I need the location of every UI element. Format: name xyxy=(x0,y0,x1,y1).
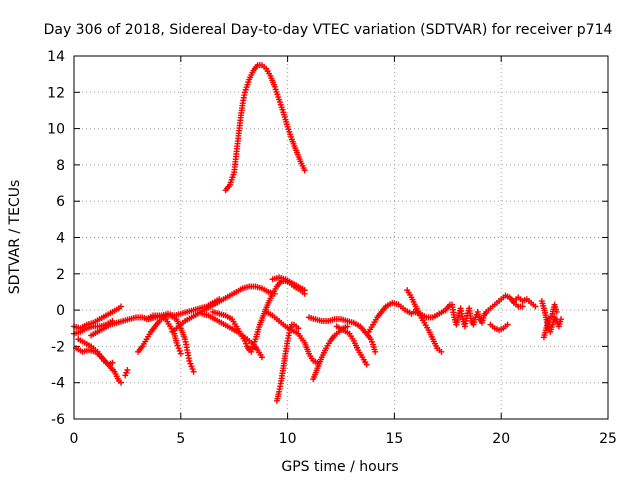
data-point xyxy=(504,321,511,328)
data-point xyxy=(344,323,351,330)
chart-title: Day 306 of 2018, Sidereal Day-to-day VTE… xyxy=(44,22,613,38)
data-point xyxy=(372,348,379,355)
y-tick-label: 12 xyxy=(47,85,65,101)
data-point xyxy=(242,340,249,347)
x-tick-label: 5 xyxy=(176,431,185,447)
series-arc-r xyxy=(305,314,379,355)
data-point xyxy=(367,336,374,343)
y-tick-label: 2 xyxy=(56,267,65,283)
data-point xyxy=(177,350,184,357)
data-point xyxy=(301,287,308,294)
series-arc-aa xyxy=(538,298,565,335)
plot-frame xyxy=(73,55,609,420)
x-tick-label: 25 xyxy=(599,431,617,447)
y-tick-label: 8 xyxy=(56,158,65,174)
data-point xyxy=(363,361,370,368)
series-arc-d xyxy=(75,336,116,368)
y-tick-label: 14 xyxy=(47,49,65,65)
series-arc-s xyxy=(333,323,370,368)
data-point xyxy=(532,303,539,310)
data-point xyxy=(175,345,182,352)
data-point xyxy=(301,167,308,174)
series-arc-v xyxy=(410,301,453,321)
data-point xyxy=(173,339,180,346)
grid-layer xyxy=(74,56,608,419)
y-tick-label: 4 xyxy=(56,231,65,247)
data-point xyxy=(553,308,560,315)
data-point xyxy=(174,342,181,349)
data-point xyxy=(295,325,302,332)
data-point xyxy=(519,303,526,310)
label-layer: 0 5 10 15 20 25 -6 -4 -2 0 2 4 6 8 10 12 14 xyxy=(47,49,617,447)
data-point xyxy=(109,359,116,366)
data-point xyxy=(438,348,445,355)
data-point xyxy=(124,366,131,373)
data-point xyxy=(176,347,183,354)
series-arc-y xyxy=(487,321,511,334)
series-arc-w xyxy=(449,301,490,330)
data-point xyxy=(241,337,248,344)
series-arc-p xyxy=(263,308,321,366)
series-arc-h xyxy=(143,312,184,357)
x-tick-label: 0 xyxy=(70,431,79,447)
series-arc-x xyxy=(485,292,526,314)
data-point xyxy=(188,363,195,370)
data-point xyxy=(122,372,129,379)
x-tick-label: 15 xyxy=(385,431,403,447)
data-point xyxy=(189,366,196,373)
series-arc-q xyxy=(310,323,351,383)
y-tick-label: 0 xyxy=(56,303,65,319)
data-point xyxy=(117,379,124,386)
data-point xyxy=(117,303,124,310)
series-arc-high xyxy=(222,62,308,194)
y-tick-label: -4 xyxy=(51,376,65,392)
series-arc-z xyxy=(511,294,539,310)
series-arc-t xyxy=(365,299,415,335)
data-point xyxy=(558,316,565,323)
y-tick-label: 10 xyxy=(47,122,65,138)
data-point xyxy=(187,360,194,367)
x-tick-label: 20 xyxy=(492,431,510,447)
series-arc-u xyxy=(404,287,445,355)
series-arc-ab xyxy=(540,301,560,341)
data-point xyxy=(123,369,130,376)
series-arc-j xyxy=(169,283,278,335)
data-point xyxy=(368,338,375,345)
data-point xyxy=(186,357,193,364)
y-tick-label: -2 xyxy=(51,339,65,355)
y-axis-label: SDTVAR / TECUs xyxy=(7,180,23,295)
data-point xyxy=(258,354,265,361)
series-arc-l xyxy=(209,308,253,354)
y-tick-label: -6 xyxy=(51,412,65,428)
y-tick-label: 6 xyxy=(56,194,65,210)
point-layer xyxy=(71,62,565,404)
x-tick-label: 10 xyxy=(279,431,297,447)
series-arc-o xyxy=(273,321,302,404)
x-axis-label: GPS time / hours xyxy=(281,459,398,475)
data-point xyxy=(190,368,197,375)
series-arc-n xyxy=(269,274,308,294)
series-arc-f xyxy=(122,366,131,379)
